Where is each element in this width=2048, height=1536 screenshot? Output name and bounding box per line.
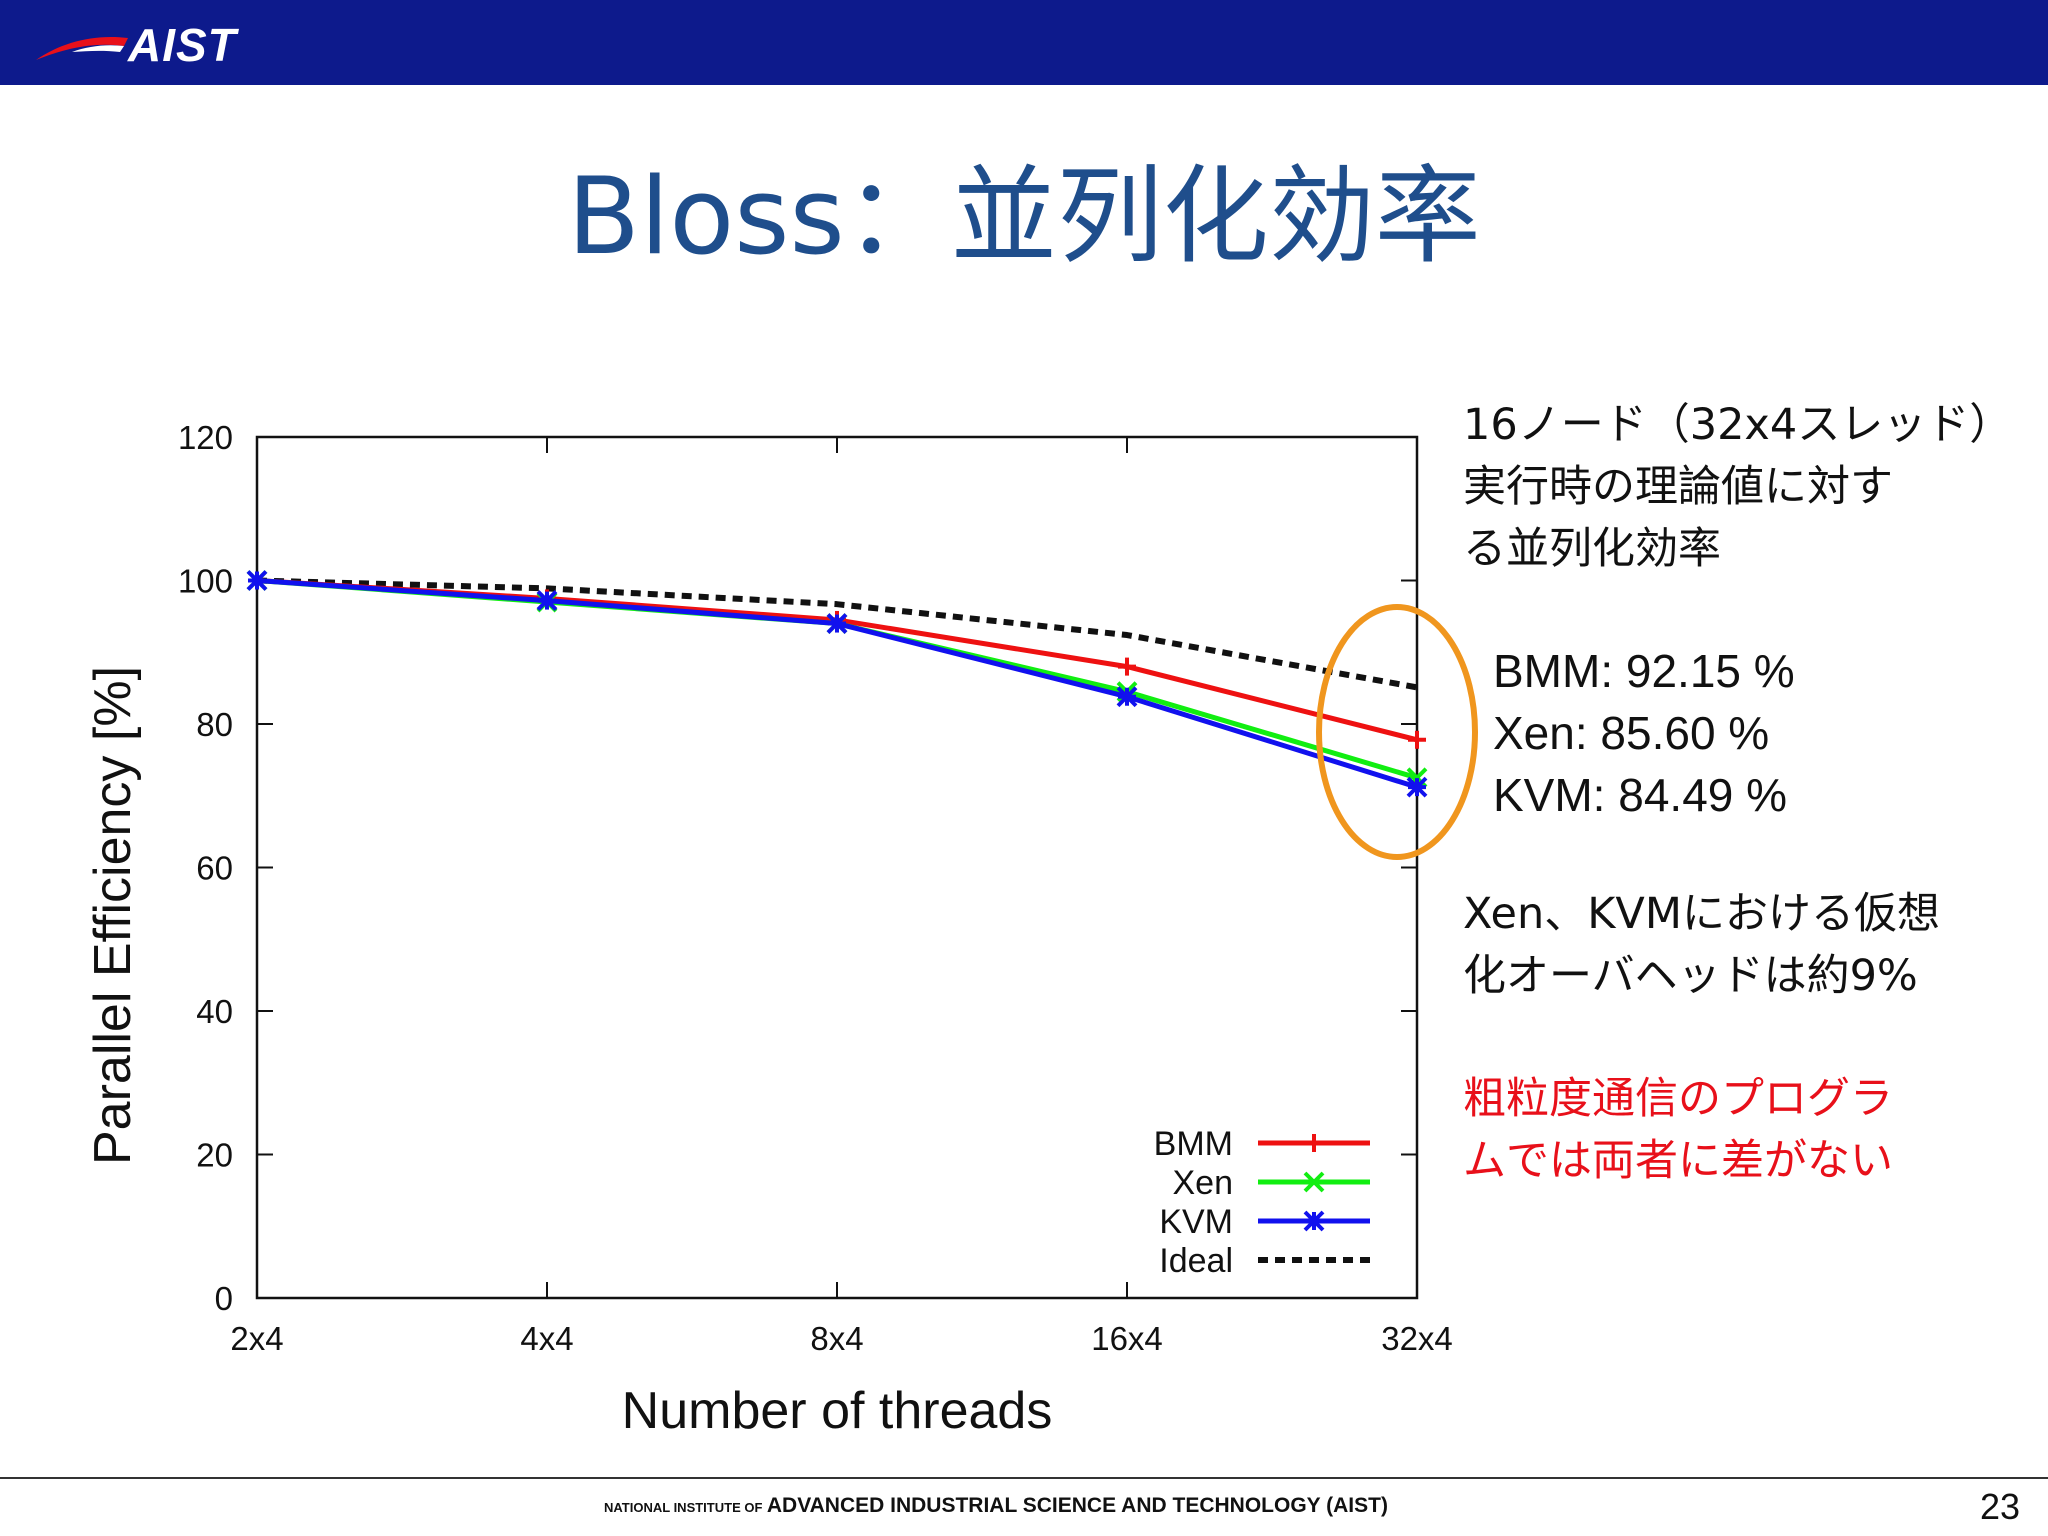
x-tick-label: 32x4 [1381,1320,1453,1357]
note-coarse-grained: 粗粒度通信のプログラ ムでは両者に差がない [1463,1074,1893,1186]
x-tick-label: 16x4 [1091,1320,1163,1357]
y-tick-label: 20 [196,1137,233,1174]
legend-marker-kvm [1303,1210,1325,1232]
result-kvm: KVM: 84.49 % [1493,769,1788,821]
legend-label-xen: Xen [1173,1164,1234,1202]
legend-marker-bmm [1305,1134,1323,1152]
results-list: BMM: 92.15 % Xen: 85.60 % KVM: 84.49 % [1493,640,1795,826]
y-tick-label: 120 [178,419,233,456]
y-axis-label: Parallel Efficiency [%] [84,666,142,1165]
note-theoretical: 16ノード（32x4スレッド） 実行時の理論値に対す る並列化効率 [1463,400,2013,574]
x-tick-label: 8x4 [810,1320,863,1357]
y-tick-label: 80 [196,706,233,743]
data-point-kvm [1116,686,1138,708]
data-point-kvm [826,613,848,634]
slide-title: Bloss：並列化効率 [567,155,1481,278]
series-line-xen [256,578,1418,781]
x-tick-label: 4x4 [520,1320,573,1357]
footer-org-big: ADVANCED INDUSTRIAL SCIENCE AND TECHNOLO… [766,1494,1388,1517]
page-number: 23 [1980,1486,2021,1527]
result-xen: Xen: 85.60 % [1493,707,1770,759]
x-tick-label: 2x4 [230,1320,283,1357]
data-point-bmm [1118,657,1136,676]
y-tick-label: 100 [178,563,233,600]
data-point-bmm [1408,730,1426,749]
footer-org-small: NATIONAL INSTITUTE OF [604,1500,763,1515]
legend-marker-xen [1303,1171,1325,1193]
x-axis-label: Number of threads [622,1382,1053,1440]
result-bmm: BMM: 92.15 % [1493,645,1795,697]
legend-label-bmm: BMM [1154,1125,1233,1163]
aist-logo: AIST [32,16,262,71]
footer-org: NATIONAL INSTITUTE OF ADVANCED INDUSTRIA… [604,1494,1388,1518]
series-line-ideal [256,577,1418,691]
footer-divider [0,1477,2048,1479]
plot-frame [255,435,1419,1300]
legend-label-ideal: Ideal [1159,1242,1233,1280]
y-tick-label: 0 [215,1280,233,1317]
y-tick-label: 60 [196,850,233,887]
data-point-kvm [246,570,268,591]
highlight-ellipse [1316,604,1478,860]
y-tick-label: 40 [196,993,233,1030]
logo-swoosh-icon [36,36,128,60]
data-point-kvm [536,590,558,612]
header-bar: AIST [0,0,2048,85]
logo-text: AIST [128,19,237,71]
data-point-kvm [1406,776,1428,798]
legend-label-kvm: KVM [1159,1203,1233,1241]
note-overhead: Xen、KVMにおける仮想 化オーバヘッドは約9% [1463,889,1940,1001]
